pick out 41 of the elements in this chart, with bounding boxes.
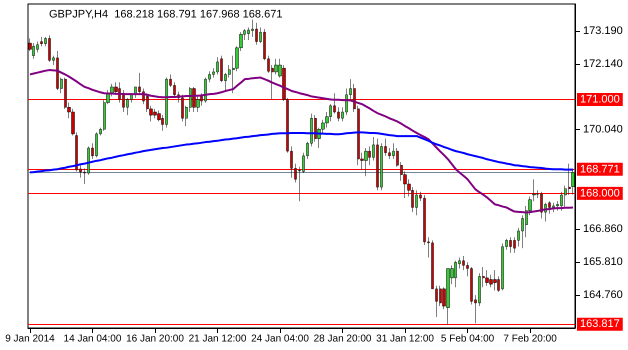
- candlestick: [446, 268, 450, 326]
- x-tick-label: 7 Feb 20:00: [503, 334, 558, 344]
- line-series: [28, 131, 574, 174]
- chart-title: GBPJPY,H4 168.218 168.791 167.968 168.671: [49, 8, 282, 20]
- candlestick: [501, 243, 504, 291]
- candlestick: [48, 35, 51, 62]
- candlestick: [165, 77, 168, 128]
- y-tick-label: 164.760: [583, 288, 623, 301]
- candlestick: [153, 108, 157, 119]
- candlestick: [493, 270, 497, 291]
- x-tick-label: 24 Jan 04:00: [251, 334, 310, 344]
- candlestick: [376, 138, 379, 191]
- candlestick: [56, 50, 59, 90]
- candlestick: [552, 202, 555, 212]
- x-tick-label: 9 Jan 2014: [5, 334, 56, 344]
- x-tick-label: 5 Feb 04:00: [440, 334, 495, 344]
- y-tick-label: 166.860: [583, 223, 623, 236]
- candlestick: [454, 260, 457, 288]
- x-tick-label: 16 Jan 20:00: [126, 334, 184, 344]
- ref-line-label: 163.817: [580, 318, 620, 330]
- candlestick: [40, 36, 43, 47]
- line-series: [28, 69, 574, 214]
- candlestick: [485, 270, 489, 286]
- x-tick-label: 28 Jan 20:00: [314, 334, 372, 344]
- ref-line-label: 168.771: [580, 163, 620, 176]
- candlestick: [509, 236, 512, 254]
- y-tick-label: 172.140: [583, 58, 623, 70]
- candlestick: [32, 42, 35, 60]
- candlestick: [192, 86, 196, 112]
- candlestick: [415, 190, 418, 216]
- x-tick-label: 14 Jan 04:00: [64, 334, 122, 344]
- candlestick: [181, 94, 184, 122]
- x-tick-label: 31 Jan 12:00: [376, 334, 434, 344]
- y-tick-label: 165.810: [583, 256, 623, 268]
- ref-line-label: 168.000: [580, 187, 620, 200]
- y-tick-label: 173.190: [583, 24, 623, 37]
- y-tick-label: 170.040: [583, 124, 623, 136]
- ref-line-label: 171.000: [580, 93, 620, 106]
- candlestick: [364, 148, 368, 176]
- x-tick-label: 21 Jan 12:00: [188, 334, 247, 344]
- candlestick: [255, 22, 258, 45]
